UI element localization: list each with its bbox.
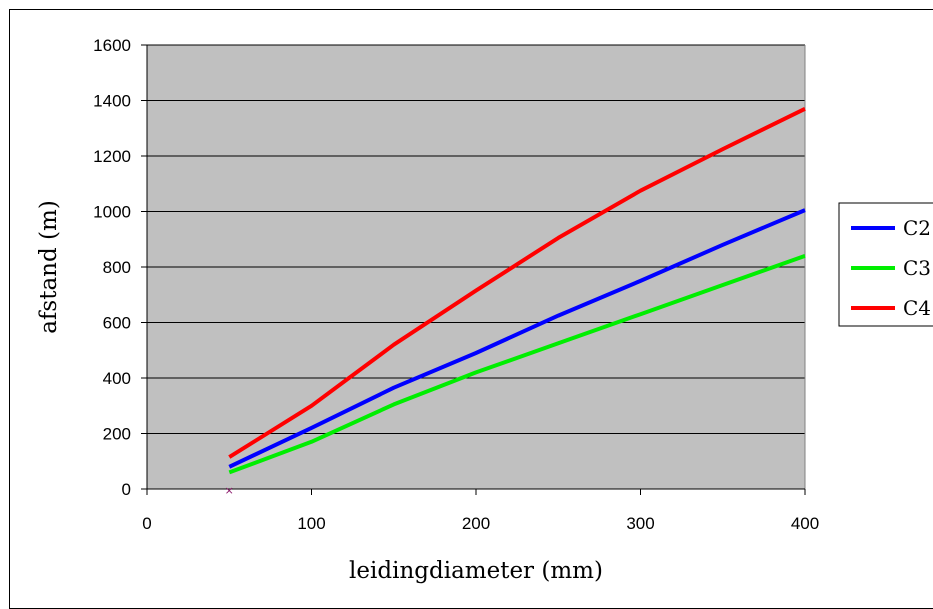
x-tick-label: 100 [297,514,325,533]
x-tick-label: 400 [791,514,819,533]
origin-marker: × [225,484,234,497]
x-tick-label: 300 [626,514,654,533]
series-lines: × [225,107,806,497]
y-tick-label: 200 [103,425,131,444]
legend: C2 C3 C4 [838,202,933,327]
x-tick-label: 0 [142,514,151,533]
legend-label-c3: C3 [903,256,931,280]
series-line-c2 [228,208,806,469]
y-tick-labels: 0 200 400 600 800 1000 1200 1400 1600 [93,36,131,499]
y-tick-label: 800 [103,258,131,277]
y-axis-title: afstand (m) [36,200,62,334]
legend-label-c2: C2 [903,216,931,240]
legend-box [838,202,933,327]
x-tick-labels: 0 100 200 300 400 [142,514,819,533]
y-tick-label: 400 [103,369,131,388]
x-tick-label: 200 [462,514,490,533]
x-axis-title: leidingdiameter (mm) [349,558,603,584]
legend-label-c4: C4 [903,296,931,320]
gridlines [147,44,806,489]
y-tick-label: 1200 [93,147,131,166]
y-tick-label: 1600 [93,36,131,55]
y-tick-label: 0 [122,480,131,499]
axes [141,44,806,495]
series-line-c4 [228,107,806,459]
y-tick-label: 600 [103,314,131,333]
y-tick-label: 1400 [93,92,131,111]
y-tick-label: 1000 [93,203,131,222]
series-line-c3 [228,254,806,475]
